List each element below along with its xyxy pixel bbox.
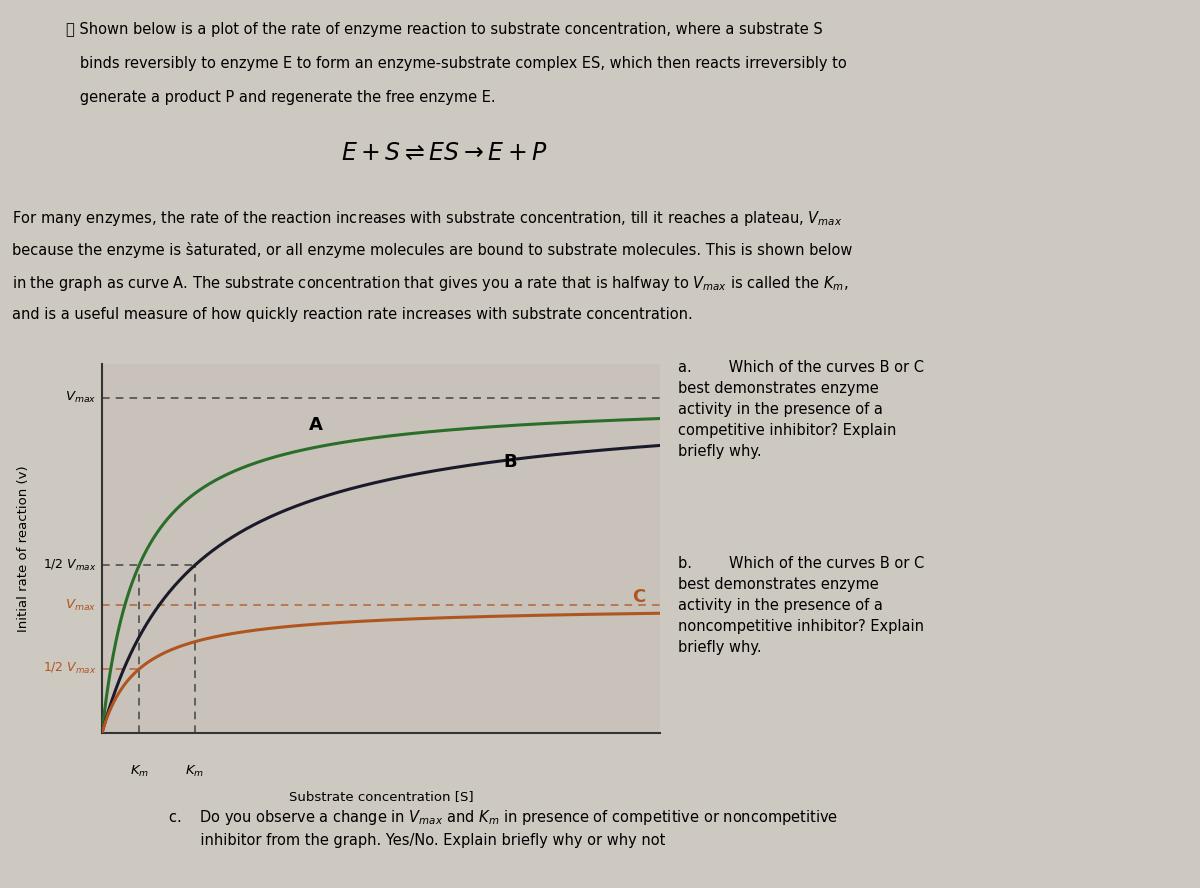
Text: For many enzymes, the rate of the reaction increases with substrate concentratio: For many enzymes, the rate of the reacti… xyxy=(12,209,842,227)
Text: binds reversibly to enzyme E to form an enzyme-substrate complex ES, which then : binds reversibly to enzyme E to form an … xyxy=(66,56,847,71)
Text: C: C xyxy=(632,588,646,606)
Text: $V_{max}$: $V_{max}$ xyxy=(65,390,96,405)
Text: because the enzyme is s̀aturated, or all enzyme molecules are bound to substrate: because the enzyme is s̀aturated, or all… xyxy=(12,242,852,258)
Text: $V_{max}$: $V_{max}$ xyxy=(65,598,96,613)
Text: $\mathregular{1/2}$ $V_{max}$: $\mathregular{1/2}$ $V_{max}$ xyxy=(43,558,96,573)
Text: $E+S \rightleftharpoons ES \rightarrow E+P$: $E+S \rightleftharpoons ES \rightarrow E… xyxy=(341,142,547,165)
Text: $K_m$: $K_m$ xyxy=(130,764,149,779)
Text: c.    Do you observe a change in $V_{max}$ and $K_m$ in presence of competitive : c. Do you observe a change in $V_{max}$ … xyxy=(168,808,839,848)
Text: and is a useful measure of how quickly reaction rate increases with substrate co: and is a useful measure of how quickly r… xyxy=(12,307,692,322)
Text: $K_m$: $K_m$ xyxy=(186,764,204,779)
Text: in the graph as curve A. The substrate concentration that gives you a rate that : in the graph as curve A. The substrate c… xyxy=(12,274,848,293)
Text: Initial rate of reaction (v): Initial rate of reaction (v) xyxy=(18,465,30,631)
Text: A: A xyxy=(308,416,323,434)
Text: generate a product P and regenerate the free enzyme E.: generate a product P and regenerate the … xyxy=(66,90,496,105)
Text: Substrate concentration [S]: Substrate concentration [S] xyxy=(289,790,473,804)
Text: Ⲩ Shown below is a plot of the rate of enzyme reaction to substrate concentratio: Ⲩ Shown below is a plot of the rate of e… xyxy=(66,22,823,37)
Text: $\mathregular{1/2}$ $V_{max}$: $\mathregular{1/2}$ $V_{max}$ xyxy=(43,662,96,677)
Text: b.        Which of the curves B or C
best demonstrates enzyme
activity in the pr: b. Which of the curves B or C best demon… xyxy=(678,556,924,654)
Text: B: B xyxy=(504,453,517,472)
Text: a.        Which of the curves B or C
best demonstrates enzyme
activity in the pr: a. Which of the curves B or C best demon… xyxy=(678,360,924,458)
